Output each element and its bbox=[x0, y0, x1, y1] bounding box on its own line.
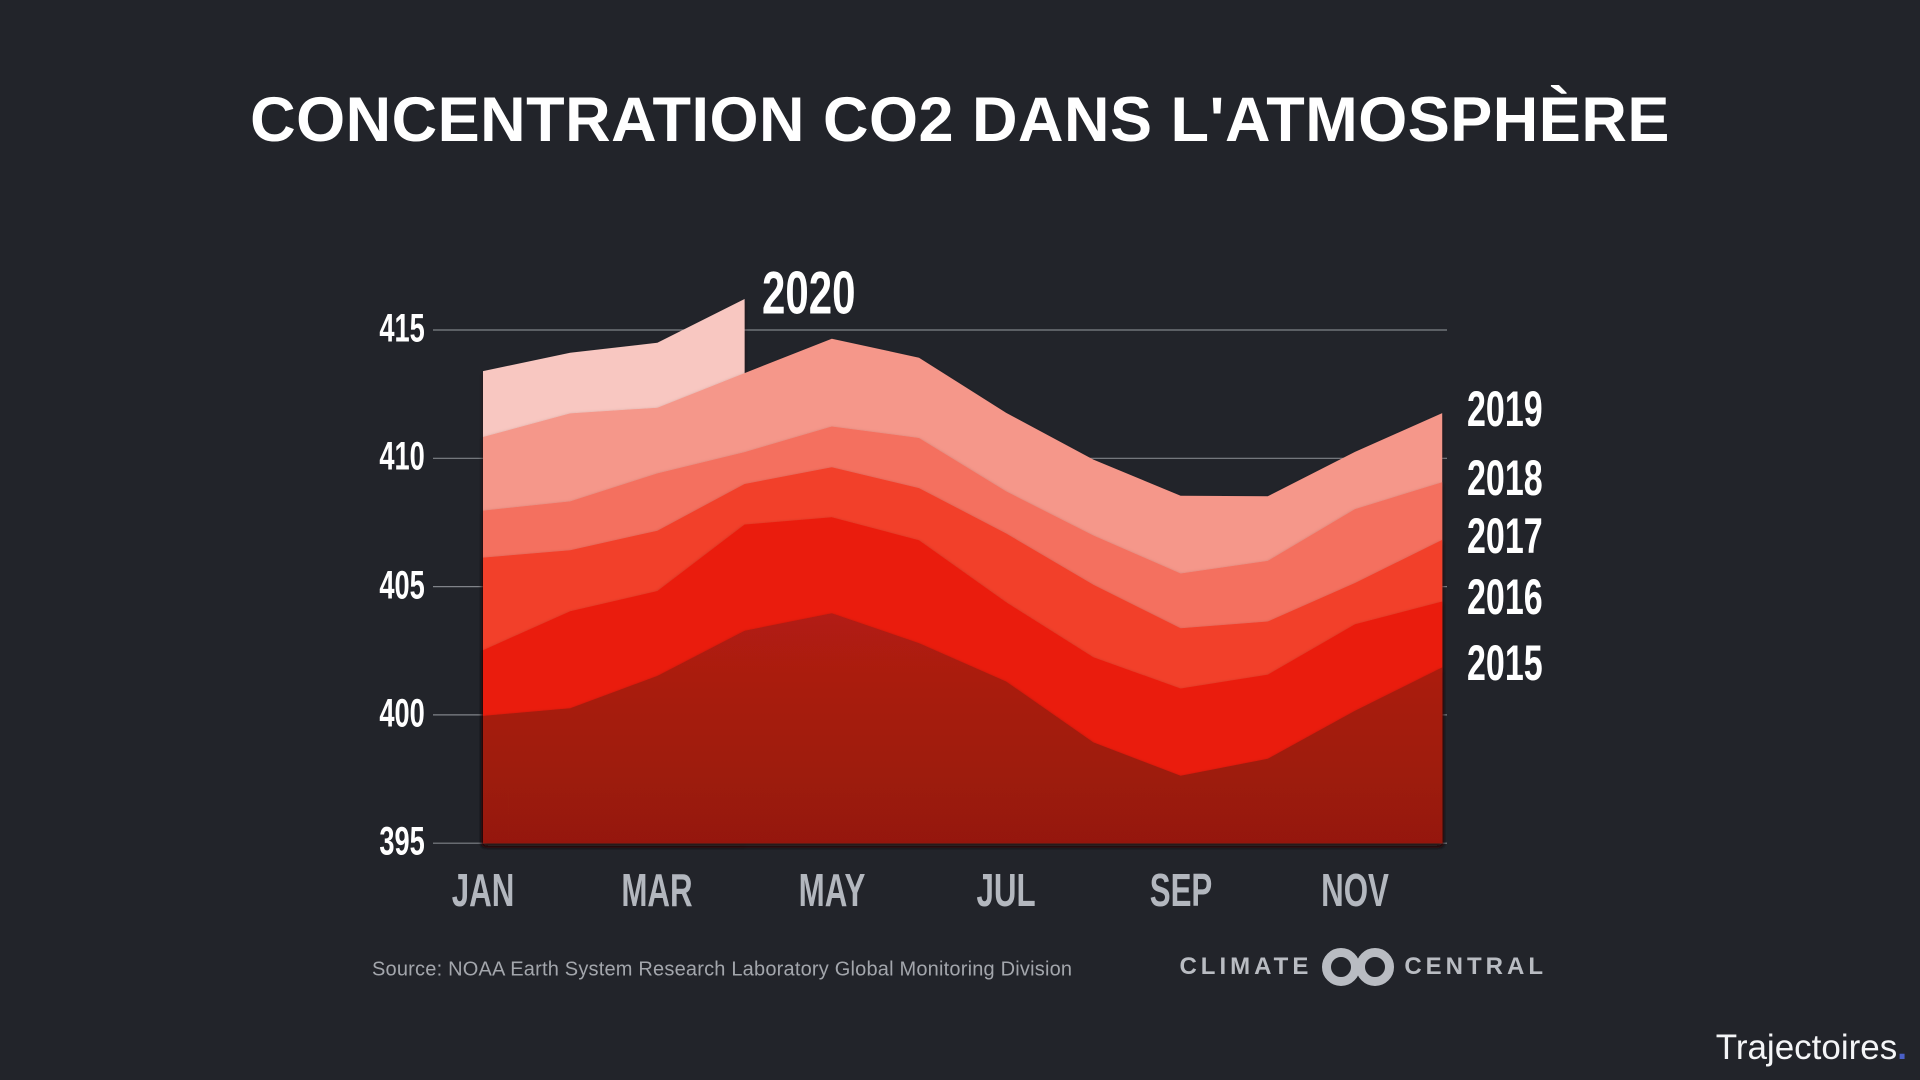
area-2015 bbox=[483, 613, 1443, 844]
source-attribution: Source: NOAA Earth System Research Labor… bbox=[372, 958, 1073, 981]
x-tick-sep: SEP bbox=[1149, 864, 1212, 916]
year-label-2017: 2017 bbox=[1467, 507, 1543, 564]
trajectoires-watermark: Trajectoires. bbox=[1716, 1028, 1907, 1068]
watermark-dot: . bbox=[1897, 1028, 1907, 1067]
watermark-text: Trajectoires bbox=[1715, 1028, 1898, 1067]
y-tick-410: 410 bbox=[379, 434, 425, 479]
page-title: CONCENTRATION CO2 DANS L'ATMOSPHÈRE bbox=[250, 85, 1670, 155]
year-label-2015: 2015 bbox=[1467, 635, 1543, 692]
series-label-2020: 2020 bbox=[762, 259, 856, 327]
x-tick-may: MAY bbox=[798, 864, 866, 916]
x-tick-jul: JUL bbox=[976, 864, 1036, 916]
x-tick-mar: MAR bbox=[621, 864, 694, 916]
y-tick-400: 400 bbox=[379, 691, 425, 736]
year-label-2018: 2018 bbox=[1467, 450, 1543, 507]
year-label-2019: 2019 bbox=[1467, 381, 1543, 438]
climate-central-logo: CLIMATE CENTRAL bbox=[1179, 947, 1547, 987]
x-tick-nov: NOV bbox=[1321, 864, 1389, 916]
brand-word-central: CENTRAL bbox=[1404, 953, 1547, 980]
y-tick-415: 415 bbox=[379, 306, 425, 351]
y-tick-405: 405 bbox=[379, 563, 425, 608]
ring-center-dot-icon bbox=[1351, 960, 1366, 974]
infinity-rings-icon bbox=[1322, 947, 1395, 987]
y-tick-395: 395 bbox=[379, 819, 425, 864]
brand-word-climate: CLIMATE bbox=[1179, 953, 1313, 980]
x-tick-jan: JAN bbox=[451, 864, 515, 916]
year-label-2016: 2016 bbox=[1467, 569, 1543, 626]
